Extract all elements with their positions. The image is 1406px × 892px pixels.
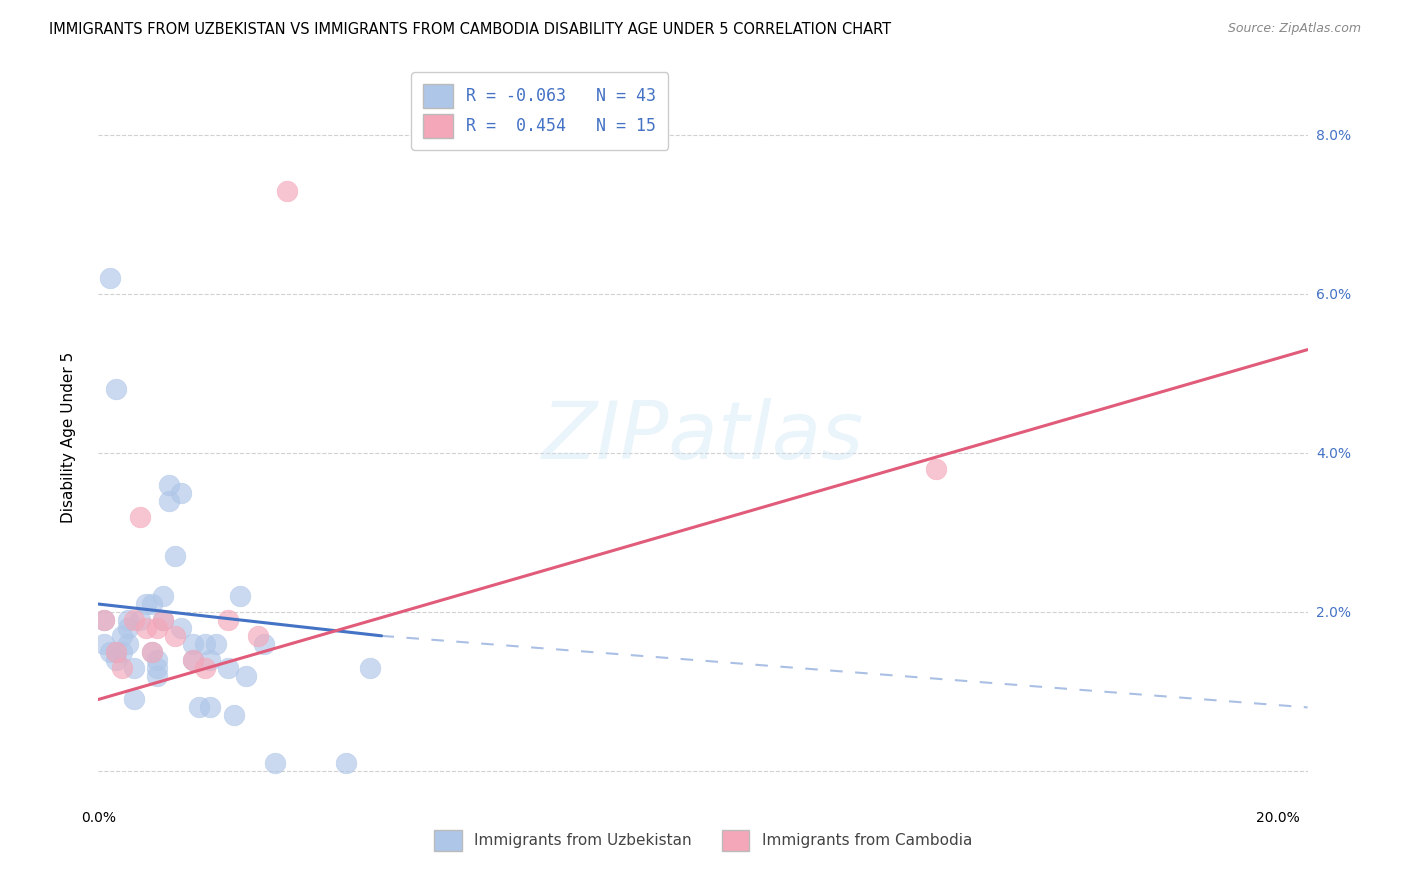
Point bbox=[200, 653, 222, 667]
Point bbox=[122, 660, 145, 674]
Point bbox=[105, 383, 128, 397]
Point bbox=[252, 637, 274, 651]
Point bbox=[205, 637, 228, 651]
Point bbox=[359, 660, 381, 674]
Point bbox=[141, 645, 163, 659]
Point bbox=[135, 597, 157, 611]
Point bbox=[217, 613, 239, 627]
Point bbox=[925, 462, 948, 476]
Point bbox=[222, 708, 245, 723]
Point bbox=[170, 621, 193, 635]
Point bbox=[187, 700, 209, 714]
Point bbox=[122, 692, 145, 706]
Point bbox=[105, 645, 128, 659]
Point bbox=[335, 756, 357, 770]
Point bbox=[146, 668, 169, 682]
Point bbox=[146, 660, 169, 674]
Point bbox=[217, 660, 239, 674]
Y-axis label: Disability Age Under 5: Disability Age Under 5 bbox=[62, 351, 76, 523]
Point bbox=[141, 645, 163, 659]
Point bbox=[165, 549, 187, 564]
Legend: Immigrants from Uzbekistan, Immigrants from Cambodia: Immigrants from Uzbekistan, Immigrants f… bbox=[427, 823, 979, 857]
Point bbox=[93, 613, 115, 627]
Point bbox=[276, 184, 298, 198]
Point bbox=[170, 485, 193, 500]
Point bbox=[146, 621, 169, 635]
Point bbox=[200, 700, 222, 714]
Point bbox=[235, 668, 257, 682]
Point bbox=[229, 589, 252, 603]
Point bbox=[128, 613, 150, 627]
Point bbox=[117, 613, 139, 627]
Point bbox=[111, 660, 134, 674]
Point bbox=[157, 493, 180, 508]
Point bbox=[141, 597, 163, 611]
Point bbox=[135, 621, 157, 635]
Point bbox=[246, 629, 269, 643]
Point bbox=[194, 637, 217, 651]
Point bbox=[111, 629, 134, 643]
Text: Source: ZipAtlas.com: Source: ZipAtlas.com bbox=[1227, 22, 1361, 36]
Point bbox=[146, 653, 169, 667]
Point bbox=[128, 509, 150, 524]
Text: ZIPatlas: ZIPatlas bbox=[541, 398, 865, 476]
Point bbox=[152, 613, 174, 627]
Point bbox=[122, 613, 145, 627]
Point bbox=[194, 660, 217, 674]
Point bbox=[93, 613, 115, 627]
Point bbox=[181, 637, 204, 651]
Point bbox=[111, 645, 134, 659]
Point bbox=[181, 653, 204, 667]
Point bbox=[157, 477, 180, 491]
Point bbox=[165, 629, 187, 643]
Text: IMMIGRANTS FROM UZBEKISTAN VS IMMIGRANTS FROM CAMBODIA DISABILITY AGE UNDER 5 CO: IMMIGRANTS FROM UZBEKISTAN VS IMMIGRANTS… bbox=[49, 22, 891, 37]
Point bbox=[105, 653, 128, 667]
Point bbox=[117, 637, 139, 651]
Point bbox=[98, 645, 121, 659]
Point bbox=[152, 589, 174, 603]
Point bbox=[93, 637, 115, 651]
Point bbox=[181, 653, 204, 667]
Point bbox=[264, 756, 287, 770]
Point bbox=[98, 271, 121, 285]
Point bbox=[117, 621, 139, 635]
Point bbox=[105, 645, 128, 659]
Point bbox=[152, 613, 174, 627]
